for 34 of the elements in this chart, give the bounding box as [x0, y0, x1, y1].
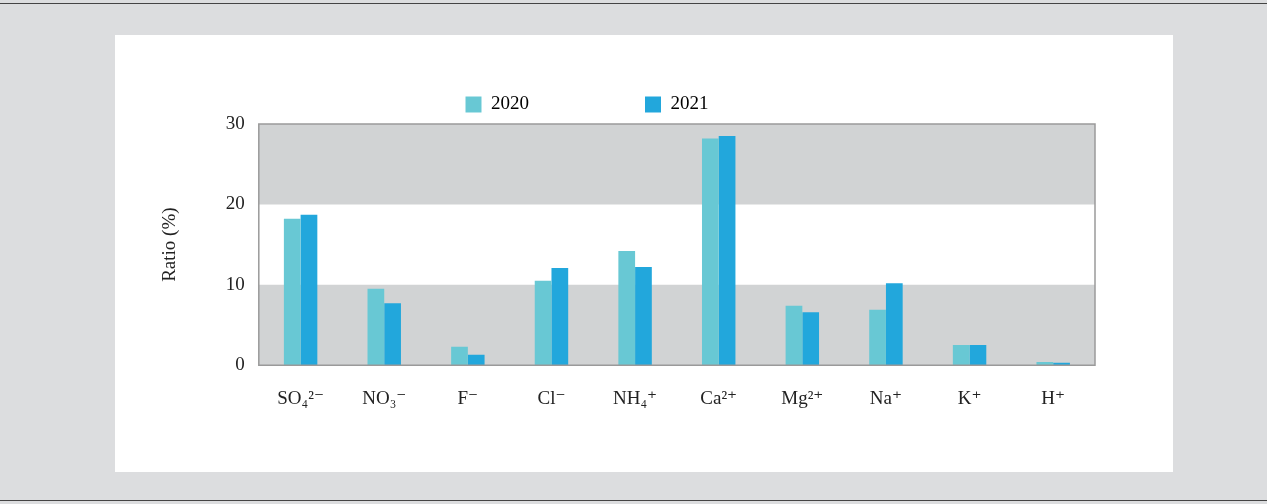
- x-tick-label: Cl⁻: [537, 386, 566, 408]
- bar: [300, 214, 318, 366]
- y-tick-label: 0: [235, 353, 245, 375]
- bar: [635, 267, 652, 366]
- x-tick-label: NH₄⁺: [613, 386, 658, 408]
- x-tick-label: F⁻: [457, 386, 479, 408]
- bar: [283, 218, 301, 366]
- x-tick-label: H⁺: [1041, 386, 1066, 408]
- y-axis-title: Ratio (%): [158, 207, 181, 282]
- bar: [701, 138, 719, 366]
- bar: [969, 345, 987, 366]
- x-tick-label: SO₄²⁻: [277, 386, 324, 408]
- y-tick-label: 30: [225, 111, 245, 133]
- bar: [952, 345, 970, 366]
- bar: [551, 267, 569, 366]
- y-tick-label: 20: [225, 192, 245, 214]
- bar: [618, 251, 636, 366]
- x-tick-label: Na⁺: [869, 386, 903, 408]
- bar: [885, 283, 903, 366]
- bar: [802, 312, 820, 366]
- y-tick-label: 10: [225, 272, 245, 294]
- legend-label: 2021: [670, 92, 785, 114]
- x-tick-label: K⁺: [957, 386, 982, 408]
- x-tick-label: Ca²⁺: [700, 386, 738, 408]
- bar: [534, 280, 552, 366]
- legend-label: 2020: [491, 92, 605, 114]
- x-tick-label: Mg²⁺: [781, 386, 824, 408]
- bar: [718, 136, 736, 366]
- x-tick-label: NO₃⁻: [362, 386, 407, 408]
- bar: [451, 346, 468, 366]
- bar: [785, 305, 803, 366]
- bar: [367, 288, 385, 366]
- bar: [869, 309, 886, 366]
- bar: [384, 303, 401, 366]
